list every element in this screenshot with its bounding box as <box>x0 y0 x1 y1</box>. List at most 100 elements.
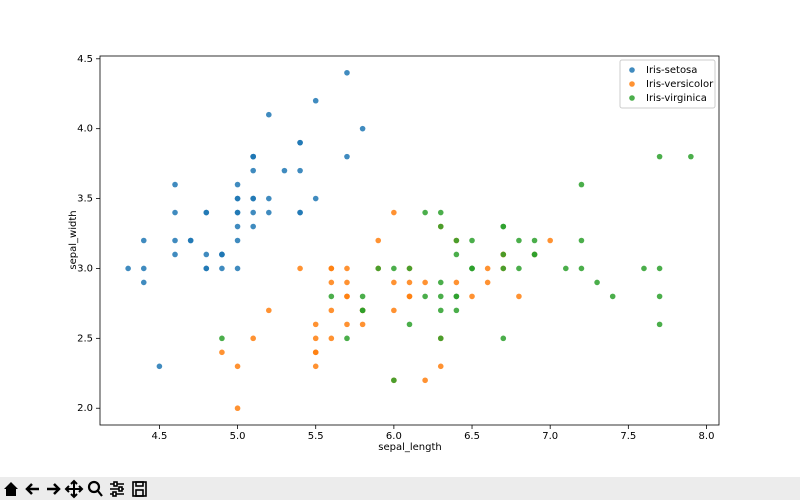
point <box>656 293 663 300</box>
point <box>203 265 210 272</box>
point <box>578 265 585 272</box>
point <box>328 265 335 272</box>
point <box>641 265 647 272</box>
point <box>344 153 350 160</box>
point <box>297 265 303 272</box>
point <box>312 97 319 104</box>
x-tick-label: 6.5 <box>464 431 480 442</box>
forward-button[interactable] <box>47 483 61 495</box>
y-tick-label: 4.0 <box>77 124 93 135</box>
point <box>344 279 350 286</box>
point <box>375 265 382 272</box>
zoom-button[interactable] <box>87 480 103 497</box>
point <box>172 251 178 258</box>
point <box>187 237 194 244</box>
point <box>391 307 397 314</box>
point <box>516 293 522 300</box>
point <box>234 195 241 202</box>
y-tick-label: 2.0 <box>77 403 93 414</box>
point <box>453 237 460 244</box>
point <box>312 321 319 328</box>
point <box>422 279 428 286</box>
point <box>328 307 335 314</box>
x-tick-label: 7.0 <box>542 431 558 442</box>
point <box>172 209 178 216</box>
point <box>656 265 663 272</box>
point <box>234 265 241 272</box>
point <box>250 195 256 202</box>
save-button[interactable] <box>132 481 147 497</box>
point <box>359 293 366 300</box>
point <box>500 251 507 258</box>
legend-marker <box>629 95 635 101</box>
legend-marker <box>629 67 635 73</box>
point <box>312 349 319 356</box>
point <box>140 237 147 244</box>
point <box>219 349 225 356</box>
point <box>219 335 225 342</box>
point <box>250 209 256 216</box>
home-button[interactable] <box>4 482 18 496</box>
point <box>422 377 428 384</box>
point <box>391 279 397 286</box>
point <box>250 223 256 230</box>
point <box>516 237 522 244</box>
legend-box <box>619 59 716 109</box>
toolbar-icons <box>4 479 147 499</box>
point <box>578 237 585 244</box>
toolbar <box>0 477 800 500</box>
point <box>234 363 241 370</box>
point <box>297 167 303 174</box>
point <box>125 265 131 272</box>
point <box>563 265 569 272</box>
point <box>500 265 507 272</box>
point <box>234 181 241 188</box>
point <box>375 237 382 244</box>
point <box>484 279 491 286</box>
legend-label: Iris-versicolor <box>646 79 714 90</box>
point <box>281 167 288 174</box>
point <box>437 209 444 216</box>
point <box>609 293 616 300</box>
back-button[interactable] <box>25 483 39 495</box>
point <box>266 195 272 202</box>
point <box>594 279 600 286</box>
point <box>437 307 444 314</box>
point <box>500 223 507 230</box>
point <box>484 265 491 272</box>
x-tick-label: 4.5 <box>151 431 167 442</box>
point <box>312 363 319 370</box>
point <box>266 111 272 118</box>
pan-button[interactable] <box>64 479 84 499</box>
point <box>437 279 444 286</box>
point <box>219 251 225 258</box>
point <box>469 265 475 272</box>
point <box>234 209 241 216</box>
point <box>250 153 256 160</box>
legend-label: Iris-virginica <box>646 93 707 104</box>
legend-marker <box>629 81 635 87</box>
point <box>469 293 475 300</box>
point <box>203 251 210 258</box>
point <box>469 237 475 244</box>
point <box>422 209 428 216</box>
point <box>172 237 178 244</box>
point <box>531 251 538 258</box>
figure: sepal_length sepal_width 4.5 5.0 5.5 6.0 6.5… <box>68 54 720 453</box>
point <box>437 363 444 370</box>
x-axis-label: sepal_length <box>378 442 442 453</box>
y-tick-label: 4.5 <box>77 54 93 65</box>
point <box>453 307 460 314</box>
point <box>547 237 553 244</box>
point <box>266 209 272 216</box>
point <box>140 279 147 286</box>
configure-button[interactable] <box>110 481 124 497</box>
point <box>328 279 335 286</box>
point <box>344 335 350 342</box>
point <box>437 223 444 230</box>
point <box>656 153 663 160</box>
point <box>140 265 147 272</box>
point <box>203 209 210 216</box>
point <box>359 307 366 314</box>
